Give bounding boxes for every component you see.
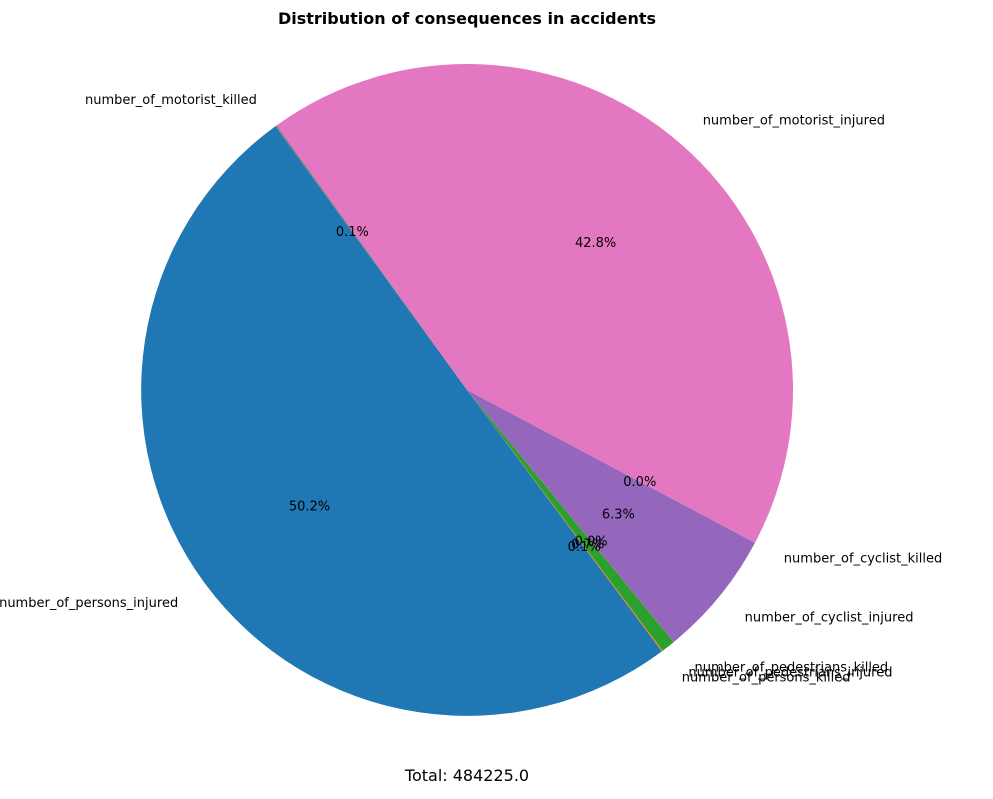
slice-label-number-of-cyclist-injured: number_of_cyclist_injured [745,611,914,626]
slice-label-number-of-persons-injured: number_of_persons_injured [0,596,178,611]
pie-slice-number-of-motorist-injured [276,63,794,543]
pie-slice-number-of-motorist-killed [275,125,467,390]
slice-percent-number-of-motorist-injured: 42.8% [575,236,616,251]
slice-label-number-of-persons-killed: number_of_persons_killed [682,671,851,686]
pie-percent-labels: 50.2%0.1%0.7%0.0%6.3%0.0%42.8%0.1% [289,225,656,555]
slice-label-number-of-pedestrians-injured: number_of_pedestrians_injured [688,666,892,681]
slice-percent-number-of-cyclist-injured: 6.3% [602,507,635,522]
slice-percent-number-of-cyclist-killed: 0.0% [623,475,656,490]
slice-percent-number-of-pedestrians-killed: 0.0% [575,535,608,550]
pie-slice-number-of-cyclist-injured [467,390,755,642]
pie-outer-labels: number_of_persons_injured number_of_perso… [0,93,942,686]
slice-label-number-of-pedestrians-killed: number_of_pedestrians_killed [695,661,889,676]
slice-label-number-of-motorist-injured: number_of_motorist_injured [703,113,885,128]
slice-label-number-of-motorist-killed: number_of_motorist_killed [85,93,257,108]
pie-slice-number-of-cyclist-killed [467,390,756,543]
slice-label-number-of-cyclist-killed: number_of_cyclist_killed [784,552,942,567]
pie-slice-number-of-persons-killed [467,390,663,652]
pie-slice-number-of-pedestrians-killed [467,390,674,643]
slice-percent-number-of-persons-killed: 0.1% [568,540,601,555]
slice-percent-number-of-motorist-killed: 0.1% [336,225,369,240]
slice-percent-number-of-persons-injured: 50.2% [289,500,330,515]
pie-slice-number-of-pedestrians-injured [467,390,674,651]
chart-total-footer: Total: 484225.0 [404,766,529,785]
chart-title: Distribution of consequences in accident… [278,9,656,28]
pie-slice-number-of-persons-injured [141,126,662,716]
pie-wedges [141,63,794,716]
slice-percent-number-of-pedestrians-injured: 0.7% [571,537,604,552]
